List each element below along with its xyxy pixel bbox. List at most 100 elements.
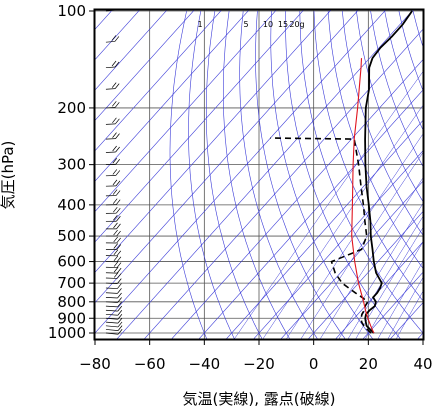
wind-barb-flag (117, 288, 122, 294)
isotherm-line (94, 9, 387, 335)
wind-barb-flag (111, 35, 117, 41)
y-tick-label: 600 (57, 253, 86, 271)
isotherm-line (225, 119, 424, 340)
isotherm-line (280, 180, 424, 340)
wind-barb-flag (115, 159, 121, 165)
wind-barb-staff (105, 138, 116, 140)
wind-barb (105, 145, 120, 153)
dry-adiabat-line (206, 10, 263, 340)
wind-barb-flag (116, 273, 122, 279)
dry-adiabat-line (239, 10, 319, 340)
dry-adiabat-line (188, 10, 236, 340)
wind-barb-flag (117, 283, 122, 289)
isotherm-line (307, 210, 424, 340)
wind-barb-flag (117, 314, 123, 320)
wind-barb (105, 169, 121, 177)
mixing-ratio-line (300, 151, 424, 340)
wind-barb-flag (116, 216, 121, 222)
wind-barb-flag (117, 305, 123, 312)
wind-barb-flag (113, 272, 119, 278)
x-tick-label: −80 (79, 355, 111, 373)
wind-barb (105, 317, 123, 324)
isotherm-line (94, 9, 223, 152)
wind-barb (105, 321, 123, 328)
wind-barb-staff (105, 287, 118, 289)
wind-barb (105, 243, 122, 250)
wind-barb (105, 101, 120, 109)
wind-barb-flag (116, 237, 121, 244)
mixing-ratio-label: 10 (263, 20, 273, 29)
dry-adiabat-line (270, 10, 374, 340)
wind-barb-flag (115, 146, 120, 153)
wind-barb-flag (113, 229, 118, 236)
wind-barb (105, 222, 121, 230)
wind-barb-flag (117, 321, 123, 328)
isotherm-line (198, 88, 424, 340)
isotherm-line (94, 9, 196, 122)
mixing-ratio-labels: 1 5 10 15 20g (197, 20, 304, 29)
wind-barb-flag (117, 317, 123, 324)
wind-barb-staff (105, 297, 118, 299)
wind-barb (105, 35, 120, 43)
mixing-ratio-label: 20g (289, 20, 304, 29)
wind-barb (105, 236, 121, 244)
wind-barb-flag (117, 310, 123, 316)
parcel-line (351, 58, 375, 334)
wind-barb-flag (112, 132, 117, 138)
wind-barb (105, 314, 123, 320)
wind-barb-flag (112, 101, 117, 107)
wind-barb (105, 229, 121, 237)
wind-barb-flag (115, 118, 120, 125)
wind-barb (105, 288, 122, 294)
wind-barb-flag (114, 36, 120, 42)
wind-barb-flag (115, 180, 121, 187)
wind-barb (105, 206, 121, 214)
x-tick-label: 0 (309, 355, 319, 373)
isotherm-line (362, 271, 424, 340)
wind-barb-flag (112, 179, 118, 186)
wind-barb-staff (105, 305, 118, 308)
wind-barb-flag (116, 223, 121, 230)
wind-barb-staff (105, 313, 118, 316)
x-tick-label: 40 (413, 355, 432, 373)
isotherm-line (116, 9, 414, 340)
wind-barb (105, 278, 122, 284)
wind-barb (105, 261, 122, 268)
wind-barb-flag (112, 145, 117, 152)
wind-barb-staff (105, 292, 118, 294)
wind-barb-flag (114, 61, 120, 68)
wind-barb-staff (105, 41, 115, 43)
wind-barb (105, 82, 120, 90)
mixing-ratio-line (285, 132, 424, 340)
wind-barb (105, 215, 121, 222)
wind-barb (105, 283, 122, 289)
wind-barb (105, 292, 122, 299)
wind-barb-flag (117, 297, 122, 303)
wind-barb-flag (116, 262, 122, 268)
wind-barb (105, 266, 122, 274)
mixing-ratio-line (233, 70, 424, 340)
y-tick-label: 300 (57, 156, 86, 174)
mixing-ratio-line (262, 104, 424, 340)
wind-barb-flag (115, 133, 120, 139)
wind-barb-flag (113, 249, 119, 256)
wind-barb-flag (111, 82, 117, 88)
wind-barb-flag (117, 292, 122, 299)
sounding-profiles (270, 10, 413, 334)
wind-barb-staff (105, 321, 118, 324)
wind-barb-staff (105, 106, 116, 109)
wind-barb-flag (117, 278, 122, 284)
wind-barb-staff (105, 123, 116, 125)
y-tick-label: 1000 (48, 324, 86, 342)
wind-barb (105, 60, 120, 69)
wind-barb (105, 179, 121, 187)
dry-adiabat-line (169, 10, 208, 340)
wind-barb-flag (112, 117, 117, 124)
wind-barb-flag (116, 244, 122, 250)
x-tick-label: −40 (189, 355, 221, 373)
wind-barb-flag (115, 190, 121, 196)
dry-adiabat-line (255, 10, 346, 340)
wind-barb-flag (111, 60, 117, 67)
